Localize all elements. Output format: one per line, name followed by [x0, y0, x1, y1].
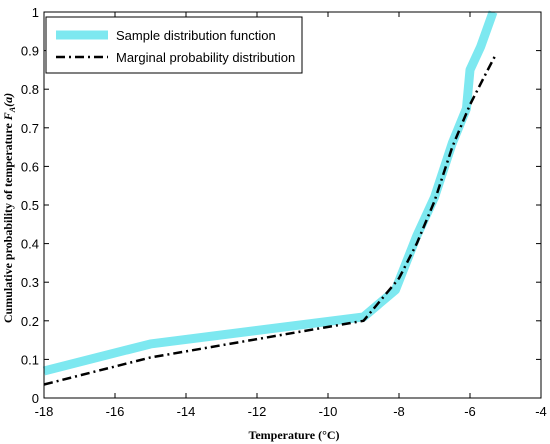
- series-layer: [42, 10, 498, 386]
- y-axis-title-symbol: F: [1, 112, 15, 121]
- series-line-marginal-probability: [43, 55, 496, 386]
- axes-layer: -18 -16 -14 -12 -10 -8 -6 -4 0 0.1 0.2 0.3 0.4 0.5 0.6…: [21, 5, 547, 419]
- y-tick-label: 0.3: [21, 275, 39, 290]
- y-tick-label: 0.4: [21, 237, 39, 252]
- y-tick-label: 0.8: [21, 82, 39, 97]
- y-tick-label: 0.5: [21, 198, 39, 213]
- x-axis-title: Temperature (°C): [248, 428, 339, 442]
- y-tick-label: 0.7: [21, 121, 39, 136]
- y-axis-title-subscript: A: [8, 106, 17, 113]
- y-tick-label: 0.9: [21, 44, 39, 59]
- y-tick-label: 0.2: [21, 314, 39, 329]
- legend-label-marginal: Marginal probability distribution: [116, 50, 295, 65]
- x-tick-label: -18: [35, 404, 54, 419]
- legend-label-sample: Sample distribution function: [116, 28, 276, 43]
- x-tick-label: -12: [248, 404, 267, 419]
- legend-box: [45, 16, 303, 74]
- x-tick-label: -8: [393, 404, 405, 419]
- y-axis-title-arg: (a): [1, 93, 15, 107]
- y-tick-label: 0: [32, 391, 39, 406]
- x-tick-label: -6: [464, 404, 476, 419]
- legend: Sample distribution function Marginal pr…: [45, 16, 303, 74]
- y-tick-label: 1: [32, 5, 39, 20]
- x-tick-label: -10: [319, 404, 338, 419]
- y-tick-label: 0.1: [21, 352, 39, 367]
- x-tick-label: -16: [106, 404, 125, 419]
- x-tick-label: -4: [535, 404, 547, 419]
- x-tick-label: -14: [177, 404, 196, 419]
- y-axis-title-main: Cumulative probability of temperature: [1, 120, 15, 323]
- y-tick-label: 0.6: [21, 159, 39, 174]
- y-axis-title: Cumulative probability of temperature FA…: [1, 93, 17, 323]
